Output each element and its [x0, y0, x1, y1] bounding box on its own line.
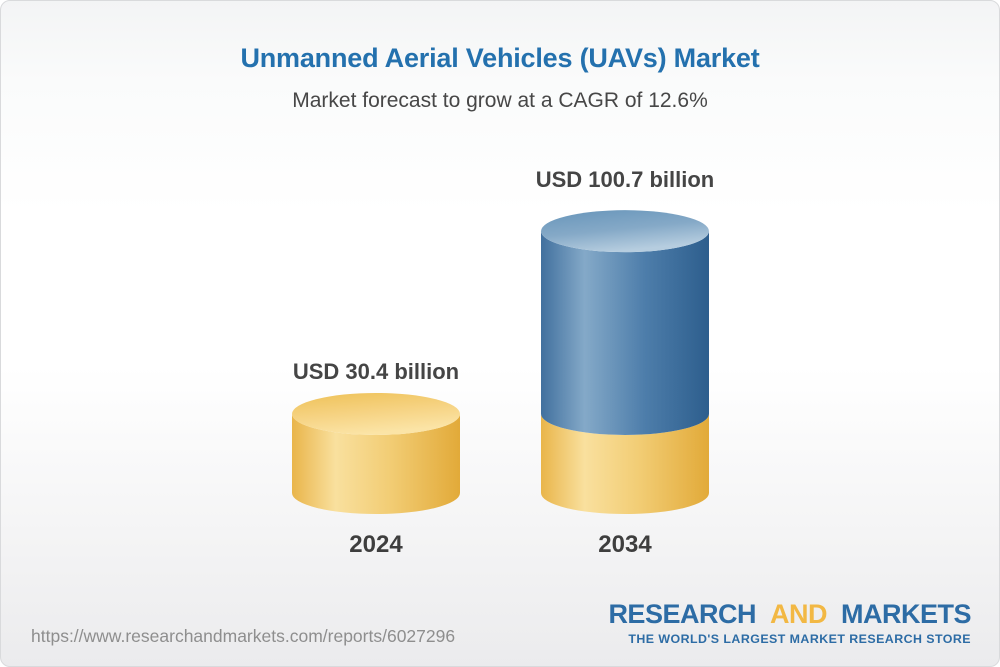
- axis-label-2034: 2034: [598, 531, 652, 558]
- brand-word-and: AND: [769, 599, 828, 629]
- cylinders-group: [292, 210, 709, 514]
- axis-label-2024: 2024: [349, 531, 403, 558]
- value-label-2034: USD 100.7 billion: [535, 167, 715, 192]
- brand-word-markets: MARKETS: [841, 599, 972, 629]
- value-label-2024: USD 30.4 billion: [292, 359, 460, 384]
- brand-logo: RESEARCH AND MARKETS THE WORLD'S LARGEST…: [608, 599, 972, 646]
- brand-logo-wordmark: RESEARCH AND MARKETS: [608, 599, 972, 630]
- source-url: https://www.researchandmarkets.com/repor…: [31, 626, 456, 646]
- page-subtitle: Market forecast to grow at a CAGR of 12.…: [292, 89, 708, 112]
- brand-tagline: THE WORLD'S LARGEST MARKET RESEARCH STOR…: [628, 631, 971, 646]
- page-title: Unmanned Aerial Vehicles (UAVs) Market: [240, 43, 760, 73]
- brand-word-research: RESEARCH: [608, 599, 756, 629]
